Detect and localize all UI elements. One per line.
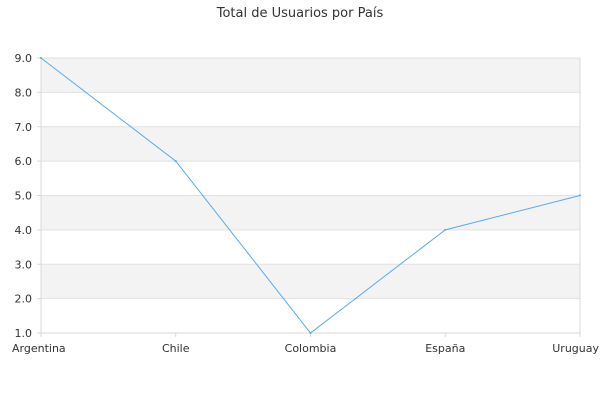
grid-band xyxy=(41,161,580,196)
data-point xyxy=(40,57,42,59)
y-tick-label: 7.0 xyxy=(15,121,33,134)
y-tick-label: 5.0 xyxy=(15,190,33,203)
grid-band xyxy=(41,58,580,93)
x-tick-label: España xyxy=(425,342,465,355)
x-axis-ticks: Argentina Chile Colombia España Uruguay xyxy=(12,333,599,355)
data-point xyxy=(309,332,312,334)
y-tick-label: 8.0 xyxy=(15,86,33,99)
data-point xyxy=(174,160,177,163)
grid-band xyxy=(41,126,580,162)
grid-band xyxy=(41,298,580,333)
y-tick-label: 9.0 xyxy=(15,52,33,65)
grid-band xyxy=(41,92,580,127)
chart-title: Total de Usuarios por País xyxy=(216,6,384,21)
data-point xyxy=(579,194,581,197)
grid-band xyxy=(41,264,580,299)
x-tick-label: Chile xyxy=(162,342,190,355)
y-tick-label: 4.0 xyxy=(15,224,33,237)
y-tick-label: 3.0 xyxy=(15,258,33,271)
y-tick-label: 6.0 xyxy=(15,155,33,168)
y-tick-label: 2.0 xyxy=(15,293,33,306)
series-group xyxy=(40,57,581,334)
y-tick-label: 1.0 xyxy=(15,327,33,340)
grid-band xyxy=(41,229,580,265)
grid-band xyxy=(41,195,580,230)
y-axis-ticks: 1.0 2.0 3.0 4.0 5.0 6.0 7.0 8.0 9.0 xyxy=(15,52,41,340)
data-point xyxy=(444,228,447,231)
x-tick-label: Colombia xyxy=(285,342,337,355)
grid-bands xyxy=(41,58,580,333)
x-tick-label: Argentina xyxy=(12,342,66,355)
x-tick-label: Uruguay xyxy=(552,342,599,355)
